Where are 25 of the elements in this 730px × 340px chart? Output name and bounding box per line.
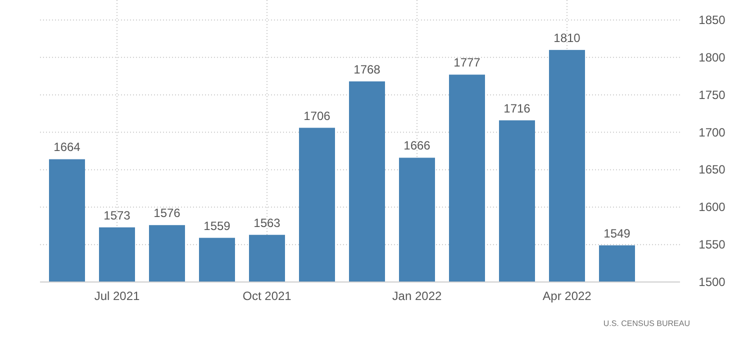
y-tick-label: 1600 <box>698 200 726 214</box>
x-tick-label: Jul 2021 <box>94 289 140 303</box>
y-tick-label: 1750 <box>698 88 726 102</box>
data-label: 1716 <box>504 101 531 116</box>
data-label: 1549 <box>604 226 631 240</box>
data-label: 1777 <box>454 56 481 70</box>
data-label: 1573 <box>104 208 131 222</box>
y-tick-label: 1850 <box>698 13 726 27</box>
data-label: 1563 <box>254 216 281 230</box>
data-label: 1576 <box>154 206 181 220</box>
data-label: 1706 <box>304 108 331 123</box>
y-tick-label: 1800 <box>698 50 726 64</box>
y-tick-label: 1700 <box>698 125 726 140</box>
data-label: 1768 <box>354 62 381 76</box>
data-label: 1666 <box>404 138 431 153</box>
x-tick-label: Jan 2022 <box>392 289 442 303</box>
x-tick-label: Apr 2022 <box>542 289 592 303</box>
data-label: 1559 <box>204 218 231 233</box>
data-label: 1810 <box>554 30 581 45</box>
y-tick-label: 1550 <box>698 238 726 252</box>
data-label: 1664 <box>54 140 81 154</box>
x-tick-label: Oct 2021 <box>242 289 292 303</box>
text: U.S. CENSUS BUREAU <box>603 319 690 328</box>
y-tick-label: 1650 <box>698 162 726 177</box>
y-tick-label: 1500 <box>698 275 726 289</box>
